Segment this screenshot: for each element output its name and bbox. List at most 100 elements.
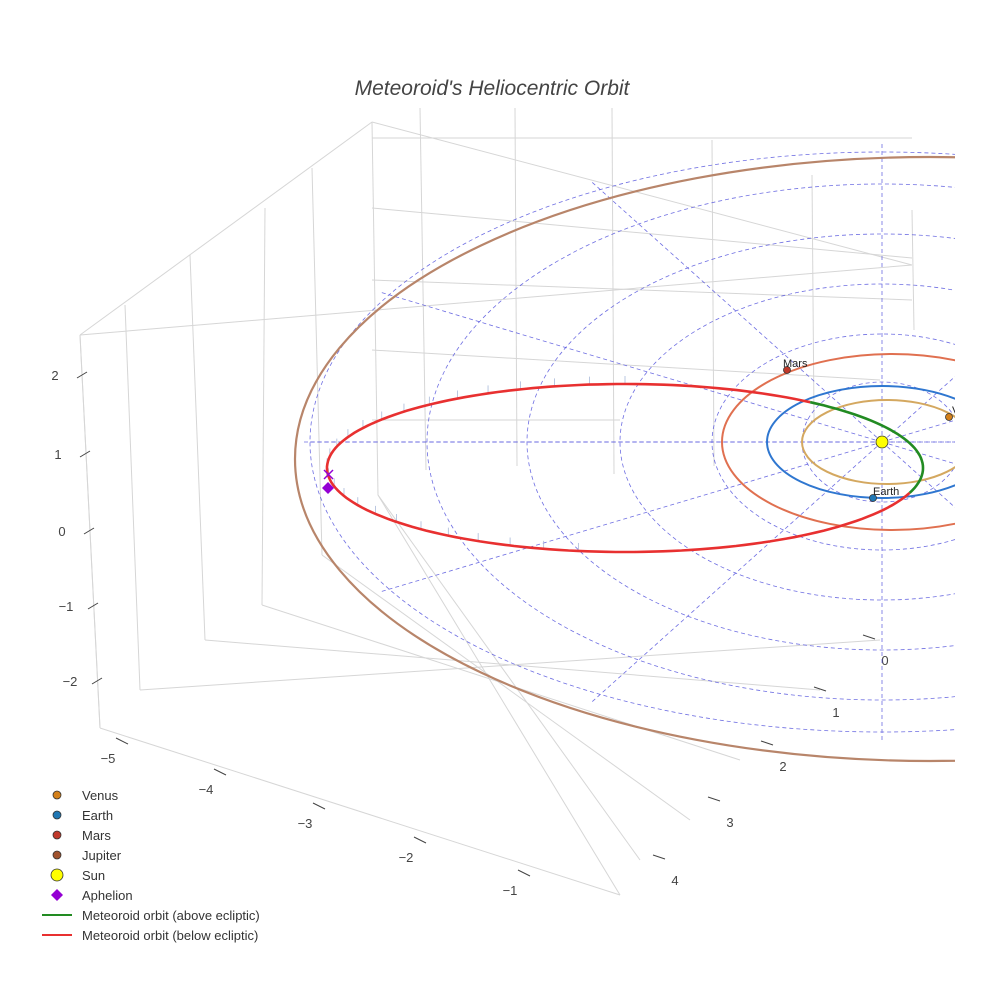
legend-swatch: [40, 865, 74, 885]
grid-line-vertical: [811, 174, 815, 421]
y-tick-label: 4: [671, 873, 678, 888]
legend-item[interactable]: Earth: [40, 805, 260, 825]
axis-grid: [79, 107, 915, 896]
jupiter-orbit: [294, 155, 955, 763]
x-tick-label: −3: [298, 816, 313, 831]
grid-line: [204, 639, 821, 691]
earth-marker: [869, 494, 877, 502]
x-tick-label: −5: [101, 751, 116, 766]
z-tick-label: 0: [58, 524, 65, 539]
grid-line-vertical: [911, 209, 915, 331]
legend-swatch: [40, 925, 74, 945]
x-tick-mark: [517, 869, 531, 877]
grid-line: [371, 279, 913, 301]
legend-label: Earth: [82, 807, 114, 823]
venus-orbit: [801, 399, 955, 485]
mars-marker: [783, 366, 791, 374]
earth-label: Earth: [873, 486, 899, 498]
orbit-scene: Ven Earth Mars: [294, 142, 971, 763]
legend-item[interactable]: Meteoroid orbit (above ecliptic): [40, 905, 260, 925]
x-tick-label: −2: [399, 850, 414, 865]
legend-label: Meteoroid orbit (above ecliptic): [82, 907, 260, 923]
grid-line-vertical: [611, 107, 615, 475]
legend-item[interactable]: Mars: [40, 825, 260, 845]
y-tick-mark: [707, 796, 721, 802]
grid-line-vertical: [371, 121, 379, 496]
grid-line: [371, 349, 881, 381]
grid-line: [79, 264, 913, 336]
chart-title: Meteoroid's Heliocentric Orbit: [355, 77, 631, 100]
grid-line: [99, 727, 621, 896]
grid-line: [79, 121, 373, 336]
aphelion-marker: [322, 482, 334, 494]
ecliptic-spoke: [881, 441, 955, 508]
legend-label: Aphelion: [82, 887, 133, 903]
grid-line-vertical: [261, 207, 266, 606]
legend-item[interactable]: Meteoroid orbit (below ecliptic): [40, 925, 260, 945]
meteoroid-orbit-below: [325, 382, 911, 554]
earth-orbit: [766, 385, 955, 499]
y-tick-mark: [760, 740, 774, 746]
z-tick-mark: [83, 527, 95, 535]
grid-line-vertical: [311, 167, 323, 556]
legend-item[interactable]: Jupiter: [40, 845, 260, 865]
mars-orbit: [721, 353, 955, 531]
y-tick-label: 0: [881, 653, 888, 668]
grid-line-vertical: [419, 107, 427, 471]
grid-line: [377, 494, 641, 861]
x-tick-mark: [213, 768, 227, 776]
grid-line-vertical: [124, 304, 141, 691]
y-tick-mark: [862, 634, 876, 640]
venus-marker: [945, 413, 953, 421]
z-tick-mark: [87, 602, 99, 610]
grid-line: [79, 334, 101, 729]
legend-item[interactable]: Aphelion: [40, 885, 260, 905]
grid-line-vertical: [711, 139, 715, 467]
ecliptic-spoke: [881, 376, 955, 443]
x-tick-mark: [115, 737, 129, 745]
legend-swatch: [40, 805, 74, 825]
ecliptic-spoke: [881, 419, 955, 443]
ecliptic-spoke: [379, 441, 883, 593]
y-tick-label: 1: [832, 705, 839, 720]
legend: Venus Earth Mars Jupiter Sun Aphelion Meteoroi…: [40, 785, 260, 945]
grid-line-vertical: [514, 107, 518, 467]
meteoroid-orbit-above: [809, 400, 925, 494]
z-tick-label: 1: [54, 447, 61, 462]
legend-label: Meteoroid orbit (below ecliptic): [82, 927, 259, 943]
sun-marker: [875, 435, 889, 449]
ecliptic-spoke: [881, 441, 955, 465]
z-tick-mark: [79, 450, 91, 458]
grid-line: [371, 121, 913, 266]
legend-swatch: [40, 825, 74, 845]
z-tick-label: 2: [51, 368, 58, 383]
legend-label: Jupiter: [82, 847, 122, 863]
legend-swatch: [40, 845, 74, 865]
ecliptic-spoke: [379, 291, 883, 443]
z-tick-mark: [76, 371, 88, 379]
z-tick-label: −2: [63, 674, 78, 689]
y-tick-label: 2: [779, 759, 786, 774]
axis-ticks: 2 1 0 −1 −2 −5 −4 −3 −2 −1 0 1 2 3 4: [51, 368, 888, 898]
grid-line: [321, 554, 691, 821]
grid-line: [377, 494, 621, 896]
y-tick-label: 3: [726, 815, 733, 830]
legend-item[interactable]: Sun: [40, 865, 260, 885]
x-tick-mark: [413, 836, 427, 844]
y-tick-mark: [813, 686, 827, 692]
legend-item[interactable]: Venus: [40, 785, 260, 805]
legend-swatch: [40, 885, 74, 905]
legend-label: Mars: [82, 827, 111, 843]
ecliptic-spoke: [591, 181, 883, 443]
ecliptic-spoke: [591, 441, 883, 703]
legend-label: Venus: [82, 787, 119, 803]
x-tick-mark: [312, 802, 326, 810]
x-tick-label: −1: [503, 883, 518, 898]
z-tick-label: −1: [59, 599, 74, 614]
grid-line-vertical: [189, 254, 206, 641]
x-tick-label: −4: [199, 782, 214, 797]
z-tick-mark: [91, 677, 103, 685]
venus-label: Ven: [952, 405, 971, 417]
